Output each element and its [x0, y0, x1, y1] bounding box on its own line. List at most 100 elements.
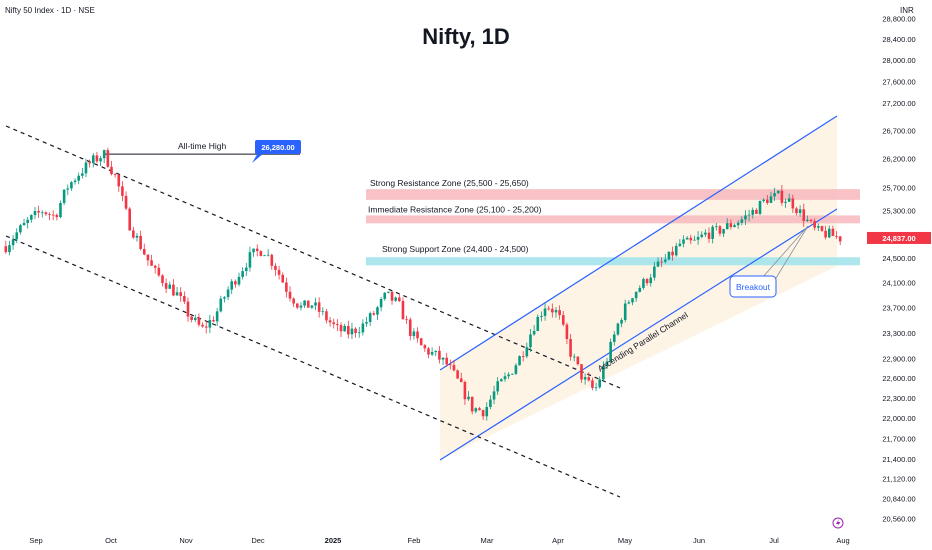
y-tick-label: 25,700.00 — [882, 183, 915, 192]
ascending-channel-upper — [439, 115, 838, 371]
candle-body — [124, 195, 128, 209]
candle-body — [336, 324, 339, 326]
y-tick-label: 23,700.00 — [882, 303, 915, 312]
candle-body — [594, 387, 598, 389]
candle-body — [102, 150, 106, 159]
candle-body — [551, 308, 554, 313]
candle-body — [616, 323, 620, 335]
candle-body — [696, 236, 700, 240]
candle-body — [255, 248, 259, 252]
candle-body — [576, 356, 580, 365]
candle-body — [70, 182, 73, 189]
candle-body — [365, 322, 368, 324]
y-tick-label: 27,200.00 — [882, 99, 915, 108]
candle-body — [700, 234, 704, 237]
candle-body — [59, 203, 62, 218]
candle-body — [449, 364, 452, 366]
y-tick-label: 27,600.00 — [882, 77, 915, 86]
candle-body — [529, 334, 532, 348]
candle-body — [467, 396, 470, 400]
candle-body — [343, 325, 346, 332]
candle-body — [84, 162, 88, 174]
candle-body — [299, 305, 303, 308]
candle-body — [678, 243, 682, 246]
candle-body — [314, 302, 317, 306]
candle-body — [784, 201, 787, 203]
candle-body — [110, 166, 113, 175]
candle-body — [485, 406, 489, 417]
candle-body — [51, 214, 55, 216]
candle-body — [693, 239, 696, 241]
breakout-pointer — [775, 225, 809, 279]
candle-body — [547, 308, 550, 310]
candle-body — [281, 274, 285, 283]
candle-body — [357, 332, 361, 334]
candle-body — [208, 320, 212, 328]
candle-body — [146, 254, 150, 261]
candle-body — [361, 323, 365, 333]
candle-body — [554, 310, 558, 313]
candle-body — [132, 230, 135, 238]
candle-body — [565, 324, 569, 340]
lightning-glyph — [836, 519, 841, 527]
candle-body — [532, 330, 536, 335]
candle-body — [408, 319, 412, 337]
candle-body — [423, 345, 427, 349]
candle-body — [372, 313, 376, 315]
candle-body — [26, 219, 29, 223]
candle-body — [33, 211, 37, 216]
candle-body — [521, 356, 525, 357]
candle-body — [463, 382, 467, 400]
breakout-label: Breakout — [736, 282, 771, 292]
x-tick-label: Sep — [29, 536, 42, 545]
candle-body — [809, 219, 813, 222]
candle-body — [660, 261, 663, 263]
currency-label[interactable]: INR — [900, 6, 914, 15]
last-price-badge — [867, 231, 931, 244]
y-tick-label: 23,300.00 — [882, 329, 915, 338]
candle-body — [445, 357, 448, 365]
y-tick-label: 20,840.00 — [882, 494, 915, 503]
candle-body — [711, 226, 714, 239]
candle-body — [438, 350, 441, 360]
candle-body — [817, 226, 820, 228]
candle-body — [755, 209, 758, 214]
candle-body — [653, 266, 656, 278]
candle-body — [179, 292, 183, 296]
y-tick-label: 21,400.00 — [882, 455, 915, 464]
candle-body — [401, 301, 405, 320]
y-tick-label: 25,300.00 — [882, 207, 915, 216]
x-tick-label: Oct — [105, 536, 118, 545]
candle-body — [113, 174, 117, 175]
y-tick-label: 26,200.00 — [882, 155, 915, 164]
candle-body — [572, 356, 576, 358]
candle-body — [223, 297, 226, 299]
candle-body — [769, 196, 773, 203]
candle-body — [419, 338, 423, 346]
candle-body — [704, 232, 707, 235]
candle-body — [758, 201, 762, 214]
candle-body — [405, 319, 408, 321]
candle-body — [77, 175, 80, 181]
candle-body — [376, 307, 379, 315]
candle-body — [820, 226, 824, 231]
candle-body — [44, 212, 48, 215]
candle-body — [259, 251, 263, 256]
candle-body — [656, 261, 660, 267]
candle-body — [387, 291, 390, 293]
ath-value-badge — [255, 140, 301, 154]
ath-badge-pointer — [252, 153, 264, 163]
candle-body — [773, 193, 776, 197]
last-price-label: 24,837.00 — [882, 234, 915, 243]
candle-body — [470, 396, 474, 412]
candle-body — [733, 225, 736, 228]
candle-body — [215, 311, 219, 322]
candle-body — [157, 267, 161, 276]
candle-body — [638, 287, 642, 292]
candle-body — [121, 186, 124, 196]
candle-body — [139, 235, 142, 249]
x-tick-label: 2025 — [325, 536, 342, 545]
candle-body — [831, 228, 835, 236]
candle-body — [459, 378, 463, 383]
